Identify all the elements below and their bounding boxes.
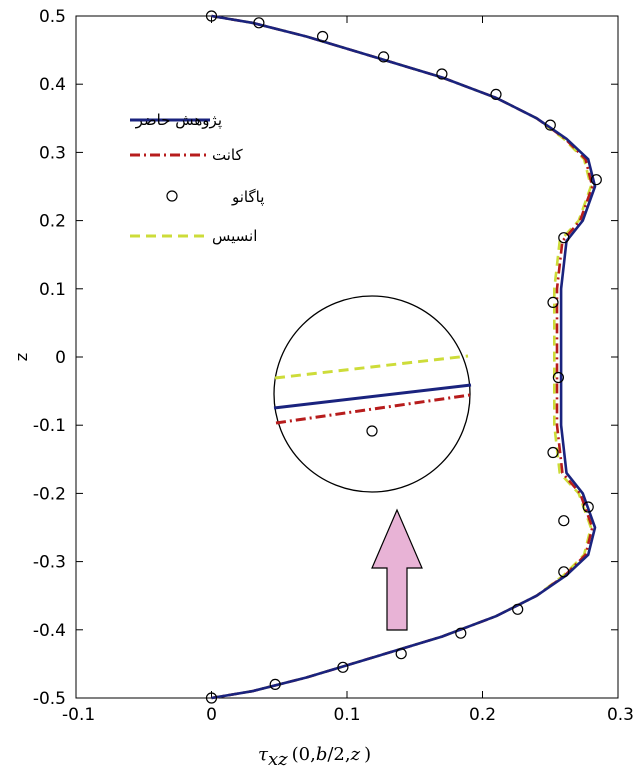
series-marker-pagano: [558, 232, 570, 244]
plot-area: [75, 15, 619, 699]
series-marker-pagano: [558, 515, 570, 527]
x-axis-label: τxz (0,b/2,z): [258, 744, 371, 770]
series-marker-pagano: [582, 501, 594, 513]
series-marker-pagano: [269, 678, 281, 691]
x-tick-label: 0.3: [607, 705, 634, 725]
y-tick-label: -0.4: [33, 621, 66, 641]
series-line-0: [211, 14, 597, 700]
y-axis-label: z: [12, 353, 31, 361]
x-tick-label: -0.1: [62, 705, 95, 725]
series-marker-pagano: [544, 119, 556, 131]
legend: پژوهش حاضر کانت پاگانو انسیس: [130, 111, 264, 245]
zoom-marker-pagano: [366, 425, 378, 437]
series-marker-pagano: [455, 627, 467, 639]
series-marker-pagano: [317, 30, 329, 43]
series-marker-pagano: [253, 17, 265, 29]
y-tick-label: -0.2: [33, 484, 66, 504]
legend-label-series-3: انسیس: [212, 227, 257, 245]
y-tick-label: -0.1: [33, 416, 66, 436]
legend-label-series-1: کانت: [212, 146, 243, 164]
legend-label-series-0: پژوهش حاضر: [135, 111, 222, 130]
series-marker-pagano: [512, 603, 524, 615]
series-marker-pagano: [490, 88, 502, 101]
x-tick-label: 0.1: [333, 705, 360, 725]
y-tick-label: 0.4: [39, 75, 66, 95]
y-tick-label: 0.5: [39, 7, 66, 27]
y-tick-label: 0.3: [39, 143, 66, 163]
zoom-circle: [273, 295, 471, 493]
series-marker-pagano: [205, 10, 218, 22]
series-layer: [211, 14, 597, 700]
series-marker-pagano: [205, 692, 218, 704]
y-tick-label: 0: [55, 348, 66, 368]
series-marker-pagano: [558, 566, 570, 578]
legend-marker-series-2: [166, 190, 178, 202]
x-tick-label: 0.2: [469, 705, 496, 725]
marker-layer: [205, 10, 602, 704]
y-tick-label: -0.5: [33, 689, 66, 709]
zoom-line-kant: [275, 393, 471, 425]
x-tick-label: 0: [206, 705, 217, 725]
zoom-inset: [273, 295, 472, 493]
series-marker-pagano: [590, 174, 602, 186]
svg-text:τxz(0,b/2,z): τxz (0,b/2,z): [258, 744, 371, 770]
series-marker-pagano: [395, 648, 407, 660]
x-ticks: -0.1 0 0.1 0.2 0.3: [62, 16, 634, 725]
series-marker-pagano: [337, 661, 349, 673]
series-marker-pagano: [436, 68, 448, 80]
series-marker-pagano: [552, 371, 565, 384]
y-ticks: -0.5 -0.4 -0.3 -0.2 -0.1 0 0.1 0.2 0.3 0.4 0.5: [33, 7, 618, 709]
y-tick-label: -0.3: [33, 553, 66, 573]
y-tick-label: 0.2: [39, 212, 66, 232]
legend-label-series-2: پاگانو: [231, 188, 264, 207]
y-tick-label: 0.1: [39, 280, 66, 300]
series-marker-pagano: [378, 51, 390, 63]
zoom-line-present: [273, 383, 472, 410]
zoom-arrow: [371, 508, 423, 631]
zoom-line-anysis: [274, 354, 469, 380]
series-marker-pagano: [547, 446, 559, 459]
series-marker-pagano: [547, 296, 559, 308]
